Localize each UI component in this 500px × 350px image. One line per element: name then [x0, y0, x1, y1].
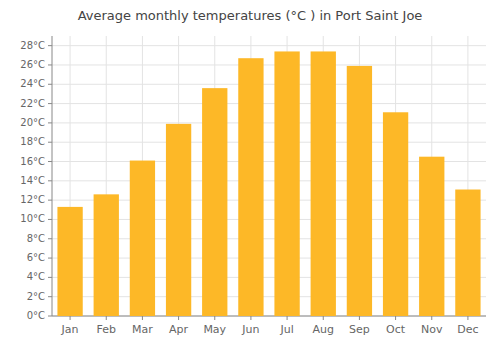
bar	[419, 157, 444, 316]
bar	[202, 88, 227, 316]
grid	[52, 36, 486, 316]
bar	[57, 207, 82, 316]
y-tick-label: 6°C	[27, 252, 45, 263]
x-tick	[178, 316, 179, 320]
y-tick	[48, 103, 52, 104]
x-tick	[323, 316, 324, 320]
x-tick	[467, 316, 468, 320]
y-tick	[48, 258, 52, 259]
x-tick	[287, 316, 288, 320]
y-tick-label: 24°C	[20, 78, 45, 89]
x-tick-label: Feb	[97, 323, 116, 336]
bar	[383, 112, 408, 316]
grid-line-y	[52, 122, 486, 123]
grid-line-y	[52, 103, 486, 104]
x-tick	[431, 316, 432, 320]
x-tick-label: Jan	[61, 323, 79, 336]
x-tick-label: Nov	[421, 323, 443, 336]
y-tick-label: 22°C	[20, 98, 45, 109]
x-axis: Jan Feb Mar Apr May Jun Jul Aug Sep Oct Nov Dec	[61, 316, 479, 336]
grid-line-y	[52, 64, 486, 65]
x-tick-label: Oct	[386, 323, 406, 336]
bar	[130, 161, 155, 316]
bar	[274, 51, 299, 316]
y-tick	[48, 277, 52, 278]
y-tick-label: 16°C	[20, 156, 45, 167]
y-tick	[48, 296, 52, 297]
bar	[347, 66, 372, 316]
y-tick	[48, 238, 52, 239]
y-tick-label: 2°C	[27, 291, 45, 302]
chart: 0°C 2°C 4°C 6°C 8°C 10°C 12°C 14°C 16°C 18°C 20°C 2…	[0, 0, 500, 350]
y-tick-label: 0°C	[27, 310, 45, 321]
grid-line-y	[52, 45, 486, 46]
y-tick	[48, 45, 52, 46]
y-axis: 0°C 2°C 4°C 6°C 8°C 10°C 12°C 14°C 16°C 18°C 20°C 2…	[20, 40, 52, 321]
y-tick-label: 20°C	[20, 117, 45, 128]
y-tick-label: 18°C	[20, 136, 45, 147]
x-tick-label: Dec	[457, 323, 478, 336]
x-tick-label: May	[203, 323, 226, 336]
bar	[166, 124, 191, 316]
y-tick-label: 28°C	[20, 40, 45, 51]
bar	[455, 190, 480, 316]
y-axis-line	[52, 36, 53, 316]
y-tick	[48, 122, 52, 123]
y-tick	[48, 161, 52, 162]
title: Average monthly temperatures (°C ) in Po…	[78, 8, 423, 23]
x-tick-label: Mar	[132, 323, 153, 336]
x-tick	[250, 316, 251, 320]
grid-line-y	[52, 142, 486, 143]
x-tick	[106, 316, 107, 320]
x-tick-label: Jun	[241, 323, 259, 336]
y-tick	[48, 200, 52, 201]
y-tick	[48, 316, 52, 317]
bar	[311, 51, 336, 316]
y-tick-label: 26°C	[20, 59, 45, 70]
x-tick-label: Sep	[349, 323, 370, 336]
bar	[94, 194, 119, 316]
y-tick-label: 10°C	[20, 213, 45, 224]
x-tick-label: Apr	[169, 323, 189, 336]
y-tick-label: 14°C	[20, 175, 45, 186]
y-tick-label: 8°C	[27, 233, 45, 244]
y-tick-label: 12°C	[20, 194, 45, 205]
x-tick-label: Aug	[313, 323, 334, 336]
y-tick	[48, 64, 52, 65]
y-tick	[48, 84, 52, 85]
bars	[57, 51, 480, 316]
x-tick	[214, 316, 215, 320]
x-tick	[70, 316, 71, 320]
y-tick	[48, 180, 52, 181]
grid-line-y	[52, 84, 486, 85]
x-tick	[395, 316, 396, 320]
x-tick-label: Jul	[279, 323, 293, 336]
x-tick	[359, 316, 360, 320]
chart-container: 0°C 2°C 4°C 6°C 8°C 10°C 12°C 14°C 16°C 18°C 20°C 2…	[0, 0, 500, 350]
y-tick-label: 4°C	[27, 271, 45, 282]
bar	[238, 58, 263, 316]
y-tick	[48, 142, 52, 143]
y-tick	[48, 219, 52, 220]
x-tick	[142, 316, 143, 320]
